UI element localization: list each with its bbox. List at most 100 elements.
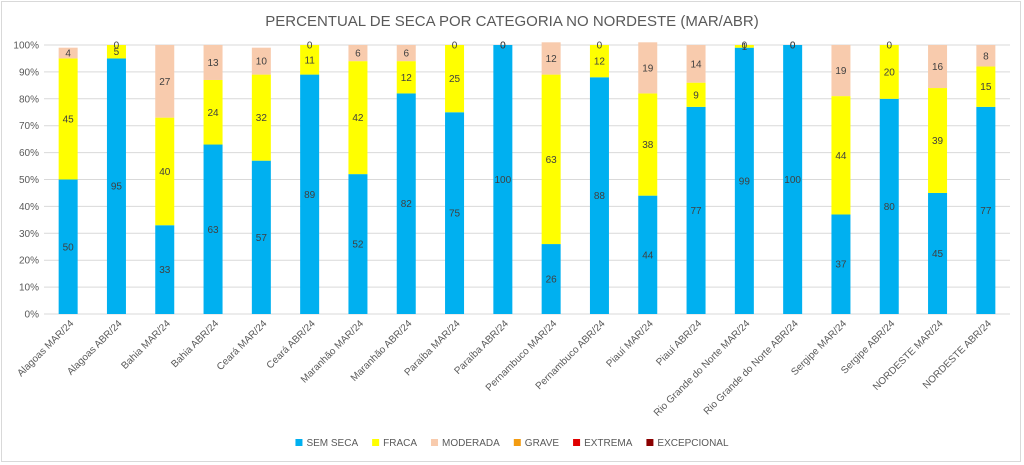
bar-segment (348, 45, 368, 62)
y-tick-label: 100% (13, 41, 39, 52)
data-label: 38 (642, 140, 654, 151)
bar-segment (638, 42, 658, 94)
bar-segment (58, 179, 78, 314)
bar-segment (831, 45, 851, 97)
data-label: 77 (980, 206, 992, 217)
data-label: 14 (690, 59, 702, 70)
data-label: 45 (932, 249, 944, 260)
data-label: 24 (207, 108, 219, 119)
data-label: 42 (352, 113, 364, 124)
bar-segment (589, 77, 609, 314)
data-label: 45 (63, 114, 75, 125)
data-label: 19 (642, 63, 654, 74)
data-label: 63 (207, 225, 219, 236)
bar-segment (155, 45, 175, 118)
legend-label: EXCEPCIONAL (657, 438, 729, 449)
y-tick-label: 40% (19, 202, 39, 213)
bar-segment (251, 74, 271, 161)
data-label: 1 (742, 42, 748, 53)
data-label: 9 (693, 90, 699, 101)
y-tick-label: 80% (19, 94, 39, 105)
bar-segment (638, 195, 658, 314)
bar-segment (300, 74, 320, 314)
data-label: 0 (790, 41, 796, 52)
bar-segment (106, 45, 126, 59)
x-category-label: Bahia ABR/24 (169, 318, 221, 370)
legend-swatch (646, 439, 654, 446)
y-tick-label: 90% (19, 67, 39, 78)
legend-label: FRACA (383, 438, 417, 449)
data-label: 80 (884, 202, 896, 213)
bar-segment (203, 79, 223, 145)
data-label: 100 (784, 175, 801, 186)
legend-swatch (573, 439, 581, 446)
bar-segment (928, 45, 948, 89)
data-label: 52 (352, 240, 364, 251)
bar-segment (58, 58, 78, 180)
bar-segment (396, 93, 416, 314)
bar-segment (203, 45, 223, 80)
y-tick-label: 0% (25, 310, 40, 321)
bar-segment (541, 42, 561, 75)
data-label: 82 (401, 199, 413, 210)
x-category-label: Rio Grande do Norte ABR/24 (702, 318, 801, 417)
y-tick-label: 20% (19, 256, 39, 267)
data-label: 26 (546, 275, 558, 286)
data-label: 19 (835, 66, 847, 77)
data-labels: 5045495503340276324135732108911052426821… (63, 41, 992, 286)
bar-segment (58, 47, 78, 59)
legend-label: MODERADA (442, 438, 500, 449)
data-label: 0 (597, 41, 603, 52)
data-label: 32 (256, 113, 268, 124)
data-label: 75 (449, 209, 461, 220)
legend-label: GRAVE (525, 438, 560, 449)
bar-segment (396, 45, 416, 62)
legend-label: SEM SECA (306, 438, 358, 449)
data-label: 63 (546, 155, 558, 166)
data-label: 5 (114, 47, 120, 58)
bar-segment (251, 160, 271, 314)
x-category-label: Bahia MAR/24 (119, 318, 173, 372)
bar-segment (686, 82, 706, 107)
bar-segment (445, 112, 465, 314)
bars (58, 42, 996, 315)
data-label: 27 (159, 77, 171, 88)
x-category-label: Ceará MAR/24 (215, 318, 270, 373)
bar-segment (638, 93, 658, 196)
data-label: 39 (932, 136, 944, 147)
data-label: 12 (546, 54, 558, 65)
data-label: 33 (159, 265, 171, 276)
data-label: 4 (65, 49, 71, 60)
bar-segment (541, 74, 561, 245)
x-category-label: Rio Grande do Norte MAR/24 (652, 318, 753, 419)
y-tick-label: 10% (19, 283, 39, 294)
bar-segment (976, 45, 996, 67)
data-label: 0 (114, 41, 120, 52)
bar-segment (976, 66, 996, 107)
legend-label: EXTREMA (584, 438, 633, 449)
bar-segment (879, 45, 899, 99)
gridlines (44, 44, 1010, 315)
chart-title: PERCENTUAL DE SECA POR CATEGORIA NO NORD… (265, 13, 758, 30)
data-label: 6 (403, 49, 409, 60)
data-label: 0 (307, 41, 313, 52)
legend: SEM SECA FRACA MODERADA GRAVE EXTREMA EXCEPCI… (295, 438, 729, 449)
bar-segment (928, 88, 948, 193)
data-label: 89 (304, 190, 316, 201)
data-label: 0 (500, 41, 506, 52)
bar-segment (155, 117, 175, 226)
bar-segment (831, 96, 851, 215)
data-label: 13 (207, 58, 219, 69)
bar-segment (251, 47, 271, 75)
y-axis-ticks: 0% 10% 20% 30% 40% 50% 60% 70% 80% 90% 100% (13, 41, 39, 321)
data-label: 99 (739, 176, 751, 187)
data-label: 40 (159, 167, 171, 178)
bar-segment (348, 174, 368, 314)
data-label: 88 (594, 191, 606, 202)
legend-swatch (431, 439, 439, 446)
bar-segment (783, 45, 803, 314)
bar-segment (203, 144, 223, 314)
data-label: 0 (452, 41, 458, 52)
bar-segment (686, 45, 706, 83)
